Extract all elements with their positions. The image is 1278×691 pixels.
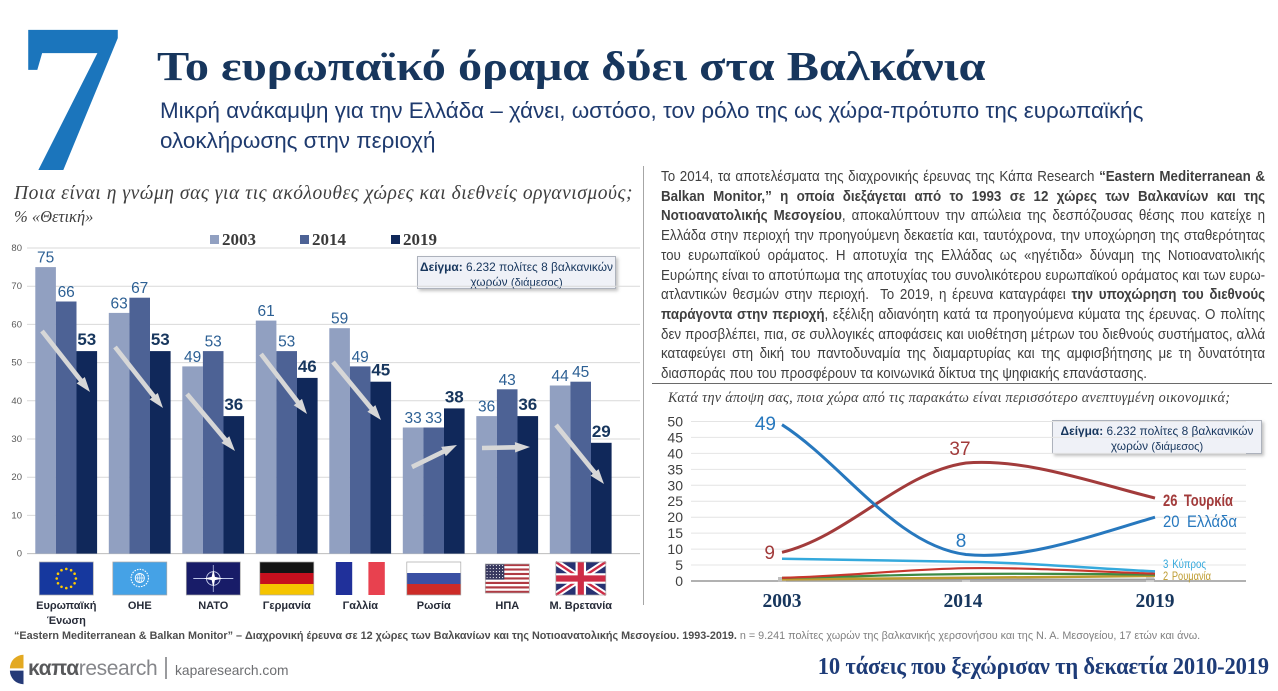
svg-text:66: 66 [58,284,75,301]
svg-text:10: 10 [667,541,683,557]
svg-text:36: 36 [224,395,243,414]
svg-text:75: 75 [37,250,54,267]
svg-text:Γερμανία: Γερμανία [263,600,311,612]
svg-text:49: 49 [755,414,776,435]
svg-text:60: 60 [11,319,22,330]
svg-text:NATO: NATO [198,600,229,612]
svg-text:2014: 2014 [944,591,983,612]
svg-text:25: 25 [667,493,683,509]
svg-text:33: 33 [425,410,442,427]
svg-text:20: 20 [667,509,683,525]
svg-text:ΗΠΑ: ΗΠΑ [495,600,519,612]
svg-text:9: 9 [764,543,775,564]
svg-text:36: 36 [478,399,495,416]
svg-text:45: 45 [371,361,390,380]
svg-text:3 Κύπρος: 3 Κύπρος [1163,559,1206,571]
svg-text:37: 37 [949,439,970,460]
svg-text:2019: 2019 [1136,591,1175,612]
svg-text:36: 36 [518,395,537,414]
svg-text:5: 5 [675,557,683,573]
svg-text:ΟΗΕ: ΟΗΕ [128,600,152,612]
svg-text:Ρωσία: Ρωσία [417,600,451,612]
svg-text:Ευρωπαϊκή: Ευρωπαϊκή [36,600,97,612]
svg-text:53: 53 [151,330,170,349]
svg-text:46: 46 [298,357,317,376]
svg-text:38: 38 [445,387,464,406]
svg-text:2 Ρουμανία: 2 Ρουμανία [1163,571,1211,583]
svg-text:53: 53 [77,330,96,349]
svg-text:44: 44 [551,368,569,385]
svg-text:50: 50 [11,358,22,369]
svg-text:49: 49 [184,349,201,366]
svg-text:49: 49 [352,349,369,366]
svg-text:40: 40 [667,445,683,461]
svg-text:67: 67 [131,280,148,297]
svg-text:53: 53 [205,334,222,351]
svg-text:61: 61 [257,303,274,320]
svg-text:0: 0 [17,549,22,560]
svg-text:63: 63 [110,295,127,312]
svg-text:0: 0 [675,573,683,589]
svg-text:Ένωση: Ένωση [47,615,86,627]
svg-text:15: 15 [667,525,683,541]
svg-text:26 Τουρκία: 26 Τουρκία [1163,492,1233,510]
svg-text:35: 35 [667,461,683,477]
svg-text:45: 45 [667,429,683,445]
svg-text:20 Ελλάδα: 20 Ελλάδα [1163,513,1237,531]
svg-text:43: 43 [499,372,516,389]
svg-text:45: 45 [572,364,589,381]
svg-text:Γαλλία: Γαλλία [343,600,379,612]
svg-text:59: 59 [331,311,348,328]
svg-text:29: 29 [592,422,611,441]
svg-text:2003: 2003 [763,591,802,612]
svg-text:33: 33 [404,410,421,427]
svg-text:80: 80 [11,243,22,254]
svg-text:10: 10 [11,510,22,521]
svg-text:53: 53 [278,334,295,351]
svg-text:40: 40 [11,396,22,407]
svg-text:20: 20 [11,472,22,483]
svg-text:50: 50 [667,414,683,430]
svg-text:30: 30 [667,477,683,493]
svg-text:Μ. Βρετανία: Μ. Βρετανία [550,600,613,612]
svg-text:30: 30 [11,434,22,445]
svg-text:70: 70 [11,281,22,292]
svg-text:8: 8 [956,531,967,552]
